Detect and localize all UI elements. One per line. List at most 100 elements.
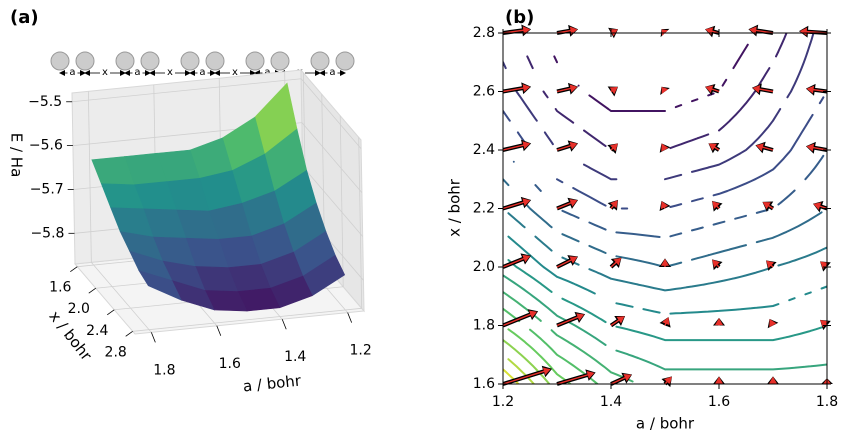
grid-line xyxy=(301,122,363,193)
atom xyxy=(270,51,290,71)
x-tick-label: 1.2 xyxy=(350,343,372,359)
force-arrow xyxy=(502,367,551,385)
spacing-label: a xyxy=(69,67,75,78)
spacing-label: a xyxy=(264,67,270,78)
x-axis-label: a / bohr xyxy=(242,371,303,395)
x-tick-label: 1.4 xyxy=(600,394,622,410)
spacing-label: x xyxy=(167,67,173,78)
force-arrow xyxy=(708,143,720,151)
z-axis-label: E / Ha xyxy=(8,133,26,178)
force-arrow xyxy=(610,257,622,268)
force-arrow xyxy=(705,27,720,35)
atom xyxy=(180,51,200,71)
force-arrow xyxy=(769,376,777,384)
surface-patch xyxy=(138,270,182,301)
x-tick-label: 1.6 xyxy=(219,356,241,372)
y-tick-label: 2.0 xyxy=(473,259,495,275)
y-tick-label: 1.6 xyxy=(49,280,71,296)
spacing-label: a xyxy=(199,67,205,78)
grid-line xyxy=(358,137,363,309)
contour-line xyxy=(526,33,788,150)
force-arrow xyxy=(756,143,774,152)
spacing-label: a xyxy=(329,67,335,78)
force-arrow xyxy=(715,318,723,326)
force-arrow xyxy=(661,29,668,36)
grid-line xyxy=(132,307,362,332)
chain-schematic: axaxaxaxa xyxy=(50,51,355,78)
panel-label: (a) xyxy=(10,7,39,28)
y-tick-label: 2.8 xyxy=(473,25,495,41)
grid-line xyxy=(87,91,92,263)
contour-line xyxy=(503,96,825,210)
force-arrow xyxy=(806,85,828,94)
atom xyxy=(245,51,265,71)
force-arrow xyxy=(609,143,618,152)
force-arrow xyxy=(609,86,618,95)
tick-mark xyxy=(150,332,156,343)
force-arrow xyxy=(762,202,774,210)
spacing-label: a xyxy=(134,67,140,78)
force-arrow xyxy=(556,313,585,327)
grid-line xyxy=(302,166,363,237)
x-tick-label: 1.6 xyxy=(708,394,730,410)
atom xyxy=(205,51,225,71)
tick-mark xyxy=(106,309,115,316)
tick-mark xyxy=(88,287,97,294)
y-tick-label: 2.2 xyxy=(473,201,495,217)
contour-line xyxy=(553,43,749,112)
force-arrow xyxy=(502,141,531,151)
force-arrow xyxy=(799,27,828,36)
force-arrow xyxy=(712,259,720,268)
contour-line xyxy=(503,178,823,267)
x-tick-label: 1.8 xyxy=(816,394,838,410)
force-arrow xyxy=(502,26,531,35)
force-arrow xyxy=(766,260,775,269)
atom xyxy=(75,51,95,71)
contour-line xyxy=(503,33,815,181)
spacing-label: x xyxy=(102,67,108,78)
tick-mark xyxy=(125,330,133,337)
force-arrow xyxy=(752,85,774,93)
force-arrow xyxy=(556,84,578,93)
z-tick-label: −5.6 xyxy=(29,138,63,154)
grid-line xyxy=(91,262,152,333)
y-tick-label: 1.8 xyxy=(473,318,495,334)
force-arrow xyxy=(556,371,595,385)
force-arrow xyxy=(502,198,531,210)
y-axis-label: x / bohr xyxy=(446,178,464,237)
y-tick-label: 1.6 xyxy=(473,376,495,392)
atom xyxy=(335,51,355,71)
force-arrow xyxy=(556,141,578,151)
force-arrow xyxy=(502,254,531,268)
tick-mark xyxy=(347,312,353,323)
panel-label: (b) xyxy=(505,7,534,28)
atom xyxy=(50,51,70,71)
force-arrows xyxy=(502,24,833,388)
contour-line xyxy=(507,259,823,342)
atom xyxy=(115,51,135,71)
y-tick-label: 2.4 xyxy=(86,323,108,339)
contour-line xyxy=(512,154,825,238)
force-arrow xyxy=(661,143,669,152)
spacing-label: x xyxy=(232,67,238,78)
tick-mark xyxy=(281,319,287,330)
contour-line xyxy=(507,235,827,315)
grid-line xyxy=(339,115,344,287)
z-tick-label: −5.5 xyxy=(28,94,62,110)
surface-panel: 1.8 1.6 1.4 1.2 1.6 2.0 2.4 2.8 −5.5 −5.6 −5.7 −5.8 xyxy=(28,68,372,378)
contour-line xyxy=(507,212,827,292)
y-tick-label: 2.8 xyxy=(105,344,127,360)
force-arrow xyxy=(660,201,669,210)
force-arrow xyxy=(662,317,670,326)
force-arrow xyxy=(749,26,774,35)
force-arrow xyxy=(610,374,632,385)
contour-line xyxy=(503,274,827,371)
y-tick-label: 2.6 xyxy=(473,84,495,100)
x-tick-label: 1.4 xyxy=(284,349,306,365)
force-arrow xyxy=(556,199,578,210)
force-arrow xyxy=(610,200,618,209)
x-axis-label: a / bohr xyxy=(636,415,695,433)
force-arrow xyxy=(502,84,531,93)
force-arrow xyxy=(806,143,828,152)
